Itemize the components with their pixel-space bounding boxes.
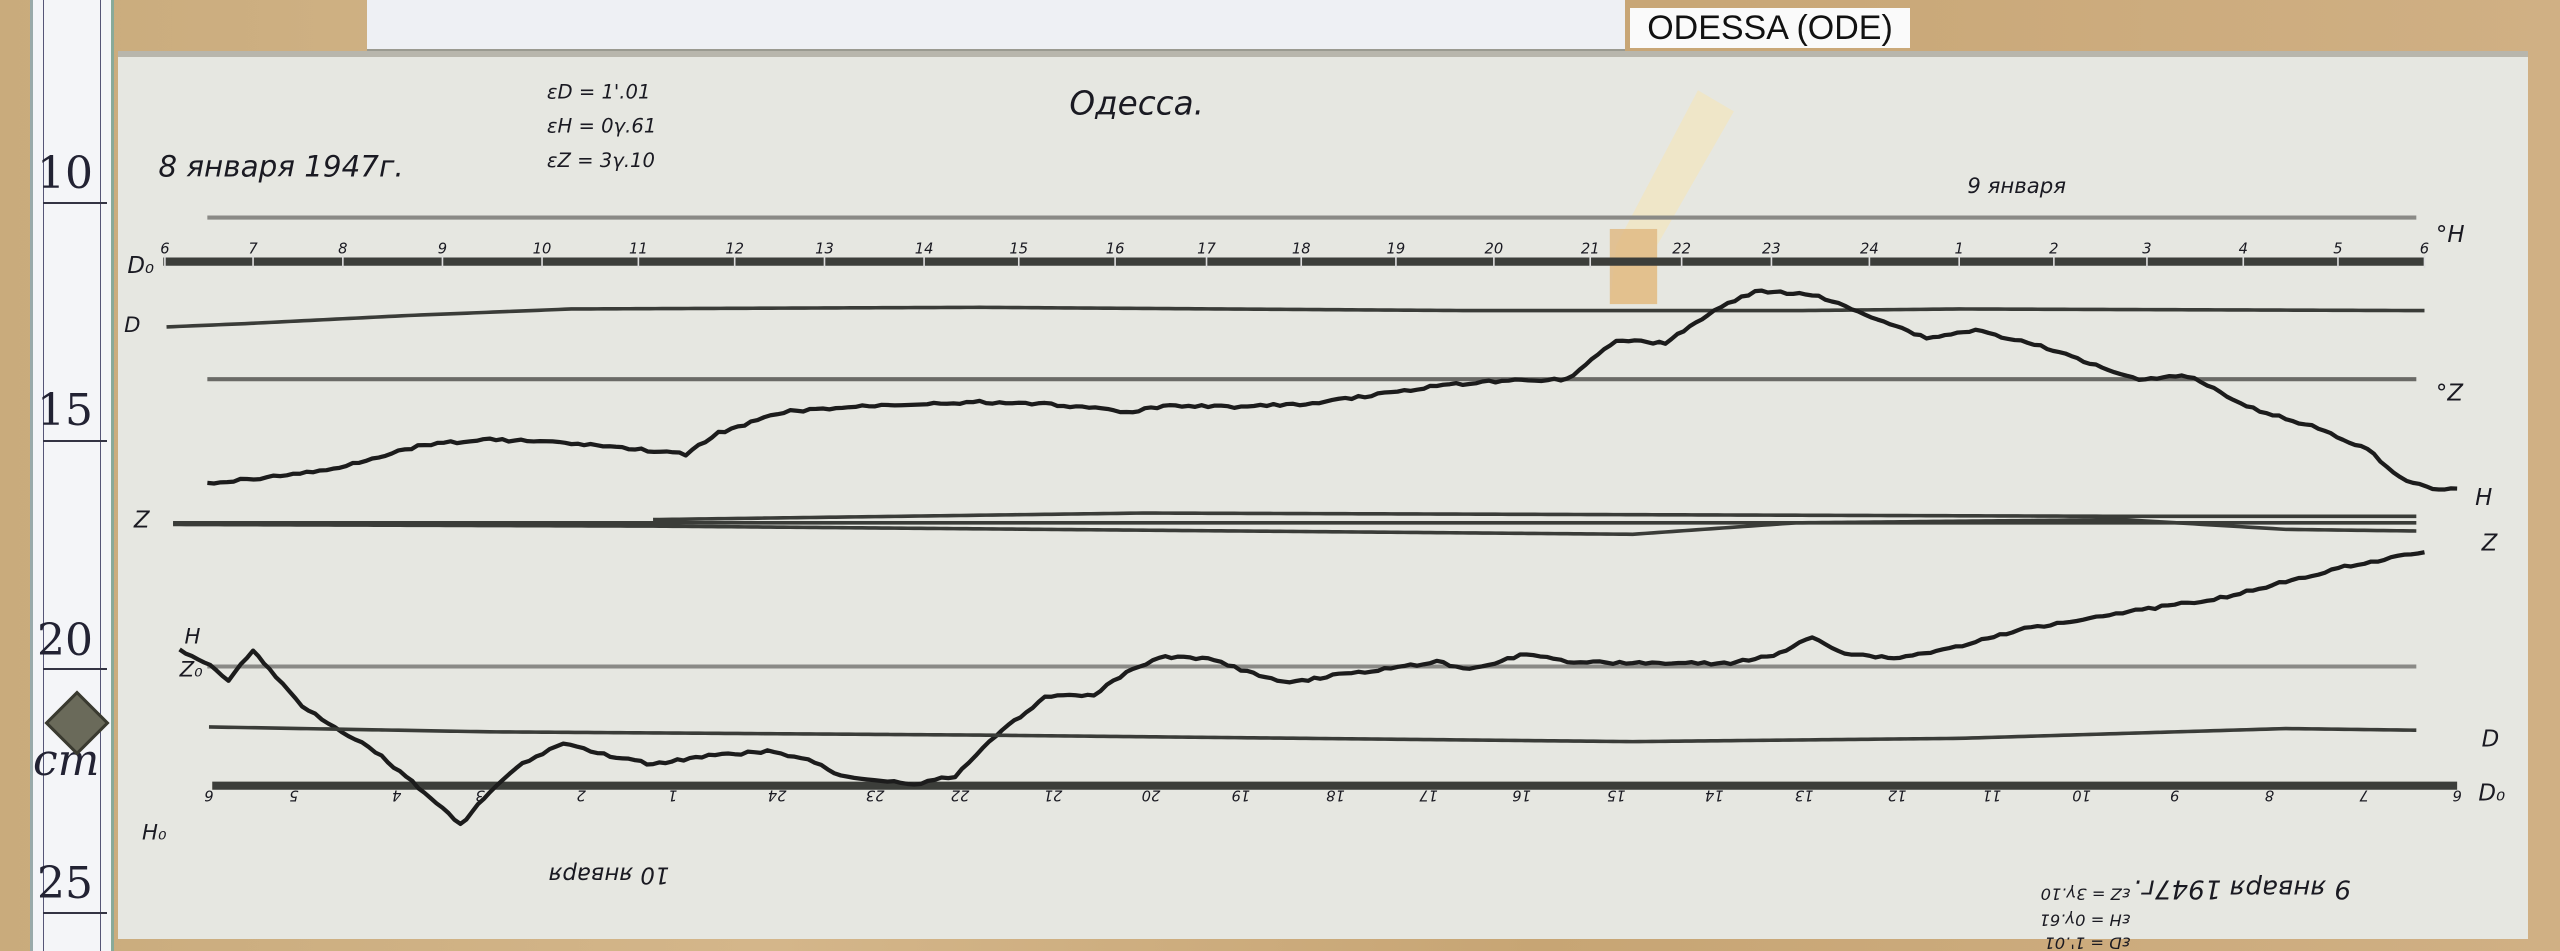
hour-label: 2 — [2049, 240, 2058, 257]
hour-label-inverted: 20 — [1142, 787, 1161, 804]
hour-label-inverted: 18 — [1326, 787, 1345, 804]
ruler-mark: 25 — [37, 858, 93, 909]
hour-label-inverted: 24 — [768, 787, 787, 804]
ruler-mark: 20 — [37, 615, 93, 666]
hour-label: 4 — [2239, 240, 2248, 257]
hour-label-inverted: 7 — [2359, 787, 2369, 804]
hour-label: 18 — [1292, 240, 1311, 257]
date-next: 9 января — [1967, 174, 2066, 199]
inverted-date-b: 9 января 1947г. — [2133, 873, 2351, 903]
label-Z-left: Z — [133, 508, 151, 534]
hour-label-inverted: 11 — [1982, 787, 2001, 804]
hour-label: 17 — [1197, 240, 1216, 257]
hour-label-inverted: 17 — [1419, 787, 1438, 804]
trace-D — [166, 305, 2425, 329]
hour-label-inverted: 3 — [475, 787, 484, 804]
scale-eH: εH = 0γ.61 — [547, 115, 656, 138]
hour-label: 13 — [815, 240, 834, 257]
hour-label-inverted: 2 — [577, 787, 586, 804]
hour-label-inverted: 12 — [1888, 787, 1907, 804]
trace-H-lower — [178, 550, 2425, 827]
hour-label-inverted: 10 — [2072, 787, 2091, 804]
hour-label-inverted: 21 — [1044, 787, 1063, 804]
hour-label: 6 — [2420, 240, 2429, 257]
hour-label: 8 — [338, 240, 347, 257]
title: Одесса. — [1069, 85, 1204, 123]
label-H-degree: °H — [2436, 222, 2465, 248]
graph-paper-scrap — [1609, 228, 1658, 305]
hour-label: 15 — [1009, 240, 1028, 257]
hour-label: 21 — [1581, 240, 1600, 257]
scale-eZ: εZ = 3γ.10 — [547, 149, 655, 172]
date-start: 8 января 1947г. — [158, 150, 403, 184]
station-label: ODESSA (ODE) — [1630, 8, 1910, 48]
hour-label-inverted: 16 — [1512, 787, 1531, 804]
inverted-date-a: 10 января — [548, 861, 669, 887]
top-paper — [367, 0, 1625, 55]
hour-label-inverted: 6 — [204, 787, 213, 804]
hour-label: 6 — [160, 240, 169, 257]
inverted-eZ: εZ = 3γ.10 — [2041, 885, 2131, 904]
hour-label: 14 — [915, 240, 934, 257]
label-Z0: Z₀ — [179, 657, 204, 682]
hour-label: 5 — [2333, 240, 2342, 257]
ruler: 10 15 20 cm 25 — [30, 0, 114, 951]
hour-label-inverted: 6 — [2452, 787, 2461, 804]
hour-label-inverted: 19 — [1231, 787, 1250, 804]
hour-label-inverted: 5 — [289, 787, 298, 804]
label-D0: D₀ — [127, 253, 154, 279]
ruler-mark: 15 — [37, 385, 93, 436]
hour-label: 22 — [1672, 240, 1691, 257]
hour-label: 11 — [629, 240, 648, 257]
hour-label-inverted: 4 — [392, 787, 401, 804]
inverted-eH: εH = 0γ.61 — [2040, 911, 2131, 930]
trace-Z-upper — [653, 511, 2417, 522]
label-D-right: D — [2482, 727, 2500, 753]
hour-label: 24 — [1860, 240, 1879, 257]
label-Z-right: Z — [2481, 531, 2499, 557]
label-H-lower: H — [184, 625, 200, 650]
hour-label-inverted: 14 — [1705, 787, 1724, 804]
trace-H — [207, 288, 2458, 492]
magnetogram-sheet — [118, 57, 2528, 939]
label-H0: H₀ — [142, 821, 167, 846]
label-D0-right: D₀ — [2478, 780, 2505, 806]
hour-label-inverted: 9 — [2170, 787, 2179, 804]
inverted-eD: εD = 1'.01 — [2044, 934, 2130, 951]
hour-label: 3 — [2142, 240, 2151, 257]
label-D: D — [124, 313, 140, 338]
hour-label: 20 — [1485, 240, 1504, 257]
hour-label: 16 — [1106, 240, 1125, 257]
label-H-right: H — [2475, 485, 2492, 511]
ruler-mark: 10 — [37, 148, 93, 199]
hour-label: 9 — [438, 240, 447, 257]
hour-label-inverted: 15 — [1607, 787, 1626, 804]
hour-label: 10 — [533, 240, 552, 257]
hour-label-inverted: 8 — [2265, 787, 2274, 804]
trace-D-lower — [208, 725, 2417, 744]
hour-label-inverted: 22 — [951, 787, 970, 804]
hour-label-inverted: 23 — [866, 787, 885, 804]
hour-label-inverted: 1 — [668, 787, 677, 804]
hour-label: 12 — [725, 240, 744, 257]
hour-label: 23 — [1762, 240, 1781, 257]
hour-label: 19 — [1387, 240, 1406, 257]
hour-label: 7 — [248, 240, 258, 257]
scale-eD: εD = 1'.01 — [547, 80, 650, 103]
trace-Z — [173, 517, 2417, 537]
hour-label-inverted: 13 — [1795, 787, 1814, 804]
hour-label: 1 — [1955, 240, 1964, 257]
label-Z-degree: °Z — [2436, 380, 2464, 406]
